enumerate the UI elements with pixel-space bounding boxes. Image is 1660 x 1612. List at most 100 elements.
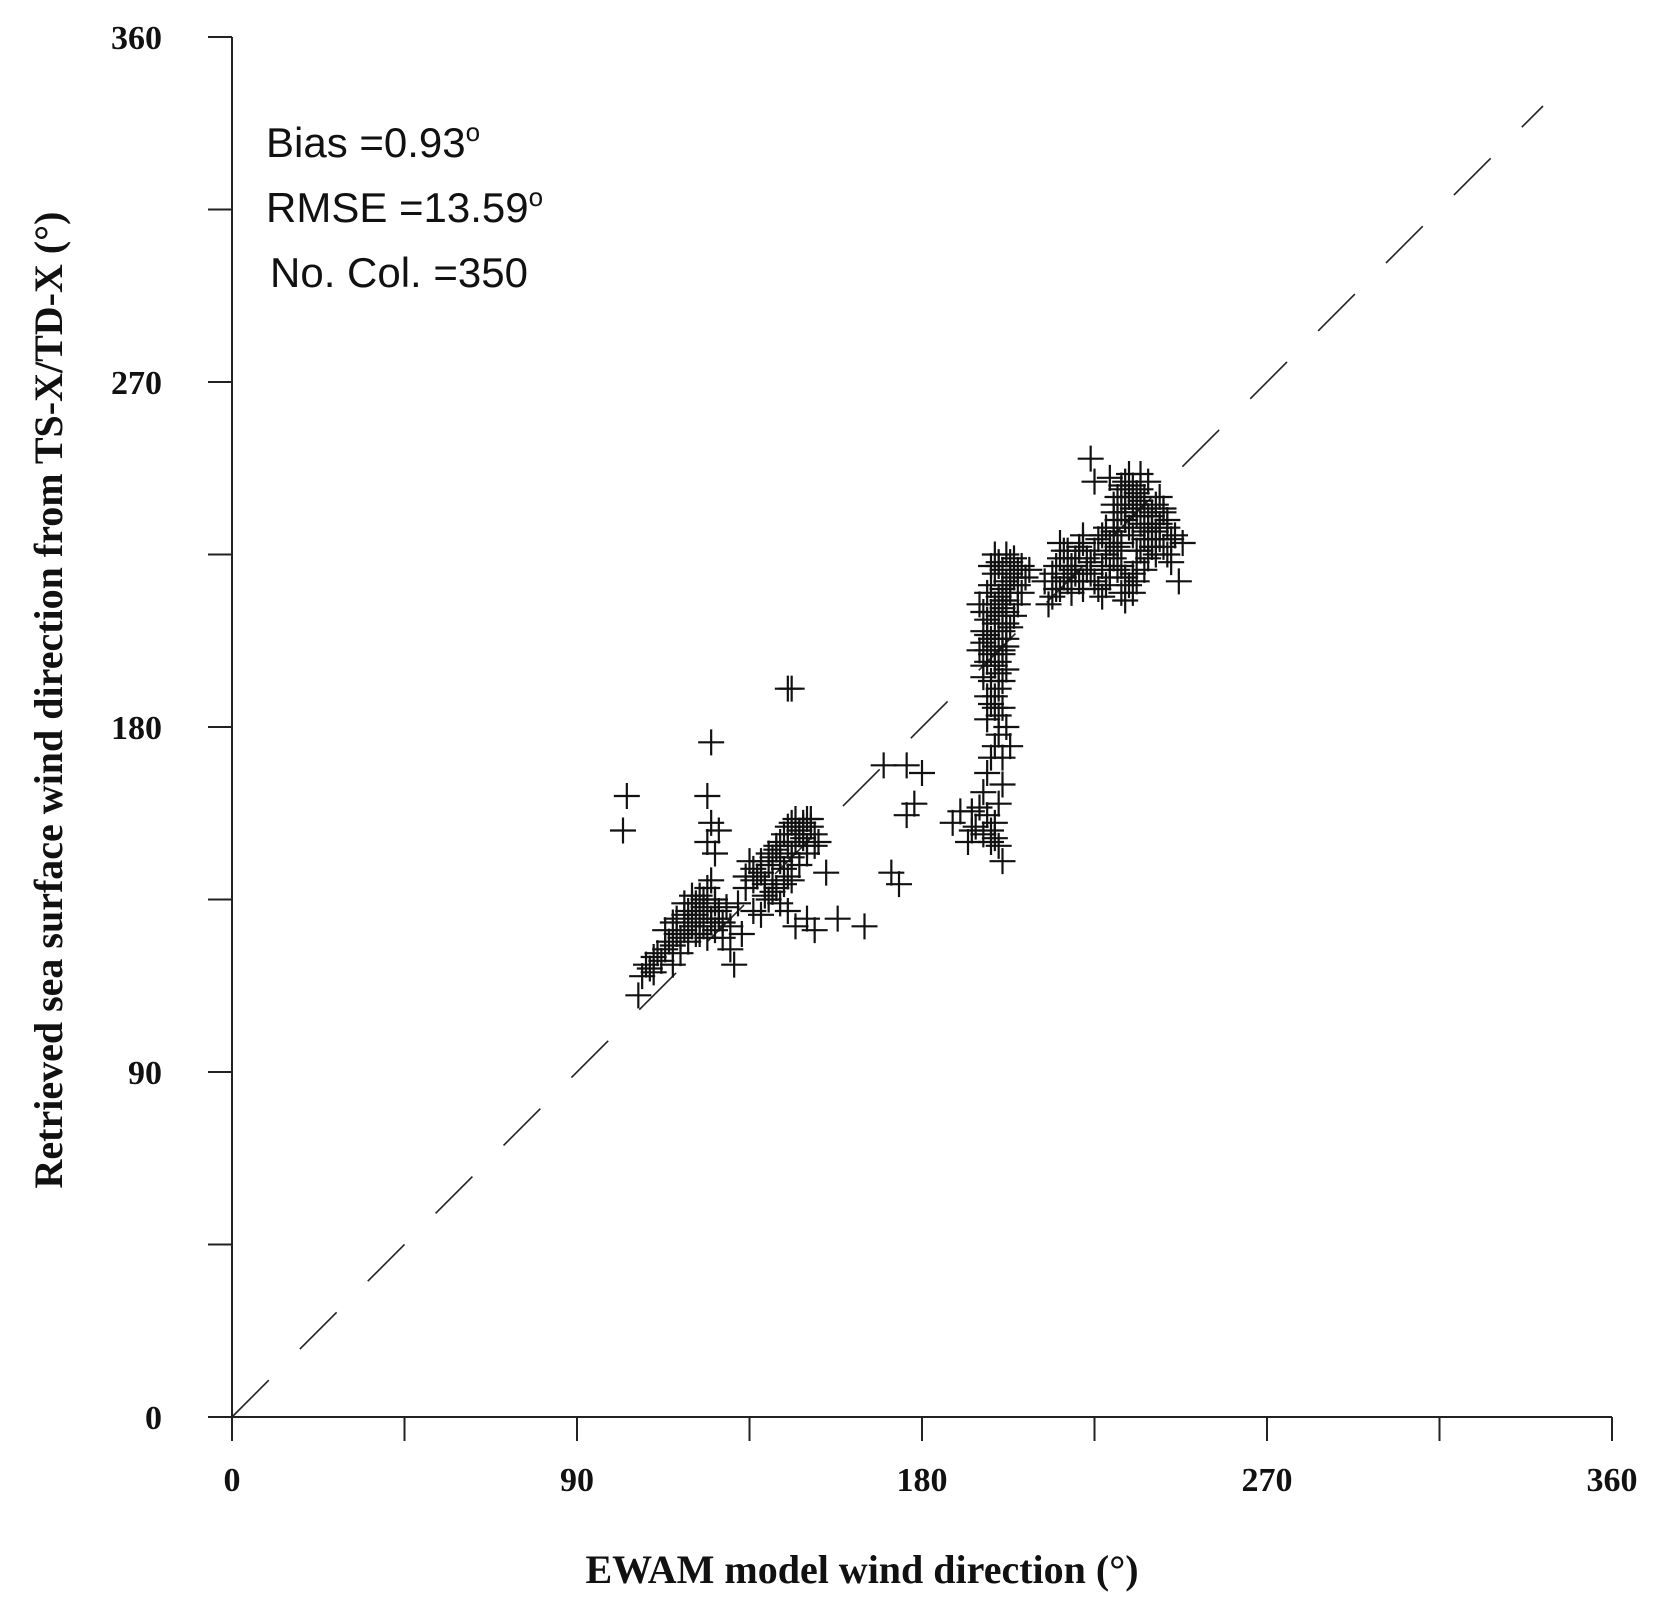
data-point — [1100, 545, 1127, 572]
data-point — [985, 702, 1012, 729]
data-point — [702, 840, 728, 867]
data-point — [974, 683, 1001, 710]
data-point — [993, 541, 1020, 568]
data-point — [974, 706, 1001, 733]
data-point — [1093, 572, 1119, 599]
y-tick-label: 0 — [145, 1400, 162, 1437]
data-point — [909, 760, 935, 786]
data-point — [1089, 522, 1116, 549]
data-point — [698, 867, 725, 894]
data-point — [610, 817, 636, 844]
data-point — [721, 951, 748, 978]
data-point — [1012, 564, 1039, 591]
data-point — [652, 917, 679, 944]
data-point — [958, 817, 985, 844]
x-tick-label: 360 — [1587, 1462, 1638, 1499]
data-point — [993, 587, 1020, 614]
data-point — [878, 859, 905, 886]
stat-rmse-text: RMSE =13.59 — [266, 184, 529, 231]
data-point — [962, 813, 989, 840]
data-point — [694, 875, 721, 901]
data-point — [1123, 491, 1150, 518]
data-point — [893, 752, 920, 779]
data-point — [1119, 579, 1146, 606]
data-point — [636, 955, 663, 982]
data-point — [1062, 545, 1089, 572]
data-point — [1081, 468, 1108, 495]
y-tick-label: 90 — [128, 1055, 162, 1092]
data-point — [740, 855, 767, 882]
tick-labels: 0 90 180 270 360 0 90 180 270 360 — [111, 20, 1638, 1499]
data-point — [774, 898, 801, 924]
data-point — [1108, 553, 1135, 579]
data-point — [985, 832, 1012, 859]
data-point — [659, 909, 686, 936]
y-tick-label: 270 — [111, 365, 162, 402]
data-point — [767, 890, 794, 917]
data-point — [993, 656, 1020, 683]
data-point — [985, 602, 1012, 629]
data-point — [763, 875, 790, 901]
x-tick-label: 0 — [224, 1462, 241, 1499]
data-point — [801, 917, 828, 944]
axes — [208, 36, 1613, 1441]
data-point — [989, 595, 1016, 622]
data-point — [778, 675, 805, 702]
data-point — [763, 832, 790, 859]
data-point — [1131, 556, 1158, 583]
data-point — [1154, 541, 1181, 568]
data-point — [778, 867, 805, 894]
data-point — [851, 913, 878, 940]
data-point — [970, 629, 997, 656]
data-point — [870, 752, 897, 779]
data-point — [774, 863, 801, 890]
data-point — [1008, 553, 1035, 579]
x-axis-title: EWAM model wind direction (°) — [585, 1547, 1138, 1592]
data-point — [974, 637, 1001, 664]
data-point — [690, 886, 717, 913]
data-point — [1119, 522, 1146, 549]
data-point — [824, 905, 851, 932]
data-point — [1096, 564, 1123, 591]
data-point — [970, 652, 997, 679]
data-point — [1165, 568, 1192, 595]
data-point — [1054, 537, 1081, 564]
data-point — [1077, 445, 1104, 472]
data-point — [997, 614, 1024, 641]
data-point — [725, 890, 751, 917]
data-point — [1081, 537, 1108, 564]
data-point — [997, 733, 1024, 760]
data-point — [993, 714, 1020, 740]
data-point — [974, 760, 1001, 786]
data-point — [955, 829, 981, 855]
x-tick-label: 90 — [560, 1462, 594, 1499]
data-point — [740, 898, 767, 924]
data-point — [978, 625, 1004, 652]
data-point — [981, 610, 1008, 637]
data-point — [794, 840, 820, 867]
data-point — [978, 691, 1004, 717]
data-point — [629, 963, 656, 990]
y-axis-title: Retrieved sea surface wind direction fro… — [26, 212, 71, 1189]
data-point — [1093, 541, 1119, 568]
data-point — [759, 878, 786, 905]
data-point — [966, 591, 993, 618]
x-tick-label: 270 — [1242, 1462, 1293, 1499]
data-point — [751, 871, 778, 898]
data-point — [1039, 560, 1066, 587]
stat-bias-text: Bias =0.93 — [266, 119, 466, 166]
degree-symbol: o — [529, 182, 543, 212]
data-point — [1104, 556, 1131, 583]
reference-line-group — [231, 105, 1544, 1418]
data-point — [985, 660, 1012, 687]
data-point — [728, 921, 755, 947]
data-point — [1043, 576, 1070, 602]
degree-symbol: o — [466, 117, 480, 147]
data-point — [985, 790, 1012, 817]
data-point — [978, 553, 1004, 579]
data-point — [794, 905, 820, 932]
y-tick-label: 360 — [111, 20, 162, 57]
data-point — [1135, 468, 1162, 495]
data-point — [989, 771, 1016, 798]
data-point — [663, 905, 690, 932]
